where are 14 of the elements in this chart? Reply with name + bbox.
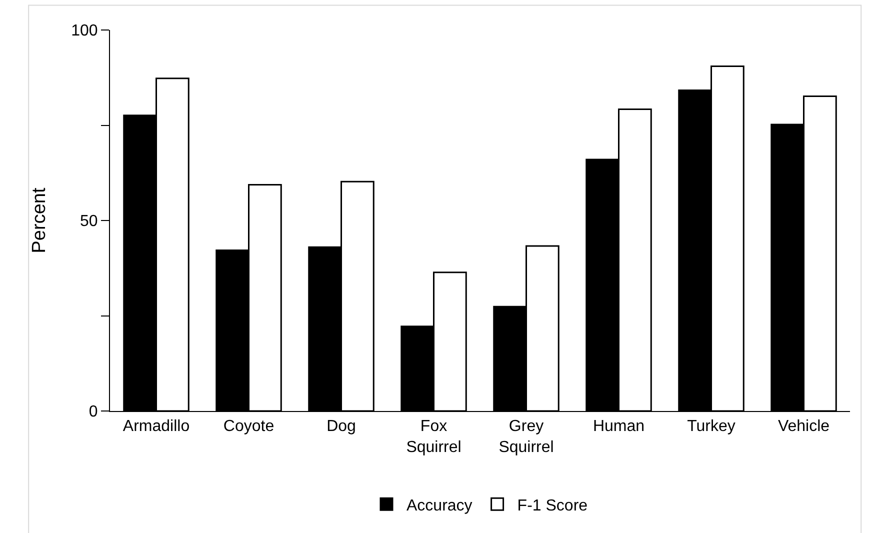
legend-label: Accuracy: [406, 497, 472, 514]
x-tick-label: Turkey: [687, 418, 736, 436]
x-tick-label: Grey Squirrel: [498, 418, 554, 456]
legend-label: F-1 Score: [517, 497, 588, 514]
x-tick-label: Dog: [326, 418, 356, 436]
x-tick-label: Coyote: [223, 418, 274, 436]
x-tick-label: Armadillo: [122, 418, 190, 436]
x-tick-label: Fox Squirrel: [406, 418, 462, 456]
y-tick-label: 0: [88, 404, 98, 421]
y-tick-label: 100: [71, 22, 98, 40]
x-tick-label: Vehicle: [778, 418, 830, 436]
y-axis-title: Percent: [28, 187, 50, 254]
x-tick-label: Human: [592, 418, 645, 436]
y-tick-label: 50: [80, 213, 98, 230]
